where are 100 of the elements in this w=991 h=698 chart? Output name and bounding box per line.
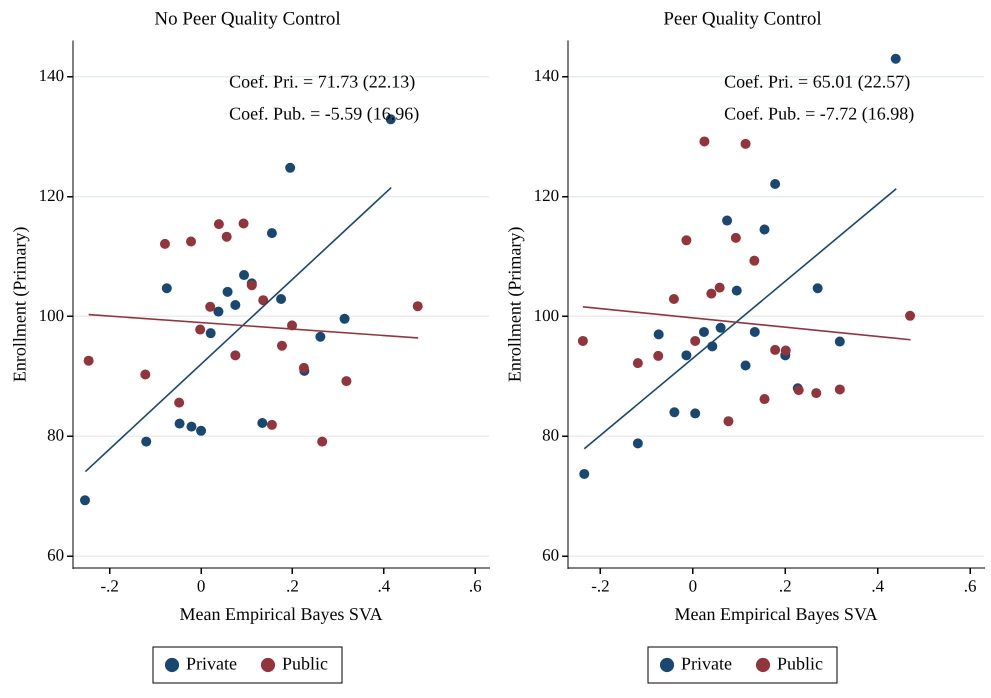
point bbox=[238, 218, 249, 229]
point bbox=[698, 326, 709, 337]
point bbox=[669, 407, 680, 418]
point bbox=[195, 324, 206, 335]
point bbox=[690, 336, 700, 346]
point bbox=[213, 306, 224, 317]
point bbox=[905, 310, 916, 321]
legend-label: Private bbox=[681, 654, 732, 674]
point bbox=[140, 369, 150, 380]
point bbox=[759, 224, 770, 235]
point bbox=[722, 216, 732, 226]
y-tick-label: 100 bbox=[534, 306, 560, 325]
point bbox=[706, 288, 716, 299]
annotation: Coef. Pub. = -5.59 (16.96) bbox=[229, 104, 420, 124]
x-tick-label: .6 bbox=[468, 576, 482, 596]
point bbox=[315, 332, 326, 342]
point bbox=[230, 350, 240, 360]
annotation: Coef. Pri. = 71.73 (22.13) bbox=[229, 72, 416, 92]
point bbox=[206, 328, 216, 338]
point bbox=[340, 314, 350, 324]
annotation: Coef. Pri. = 65.01 (22.57) bbox=[724, 72, 910, 92]
point bbox=[714, 282, 725, 293]
point bbox=[834, 336, 845, 347]
y-tick-label: 80 bbox=[542, 426, 560, 445]
point bbox=[186, 422, 196, 432]
point bbox=[222, 232, 232, 242]
y-tick-label: 60 bbox=[542, 545, 560, 564]
point bbox=[681, 350, 692, 360]
point bbox=[276, 340, 287, 351]
x-tick-label: .2 bbox=[286, 576, 299, 596]
y-tick-label: 80 bbox=[47, 426, 64, 445]
point bbox=[834, 384, 845, 394]
point bbox=[285, 162, 296, 173]
point bbox=[141, 436, 152, 447]
point bbox=[80, 495, 90, 506]
point bbox=[749, 256, 760, 266]
point bbox=[258, 295, 268, 306]
point bbox=[770, 344, 780, 355]
point bbox=[740, 360, 751, 371]
point bbox=[276, 294, 286, 304]
point bbox=[668, 294, 679, 304]
x-tick-label: -.2 bbox=[100, 576, 119, 596]
point bbox=[723, 416, 734, 426]
x-axis-title: Mean Empirical Bayes SVA bbox=[674, 604, 878, 624]
point bbox=[811, 388, 822, 398]
legend-label: Private bbox=[186, 654, 238, 674]
x-tick-label: .4 bbox=[378, 576, 391, 596]
point bbox=[716, 322, 726, 333]
point bbox=[186, 236, 196, 246]
point bbox=[266, 228, 277, 238]
point bbox=[632, 358, 643, 368]
point bbox=[732, 286, 742, 296]
y-axis-title: Enrollment (Primary) bbox=[504, 226, 525, 382]
point bbox=[162, 283, 172, 294]
point bbox=[699, 136, 710, 146]
y-tick-label: 140 bbox=[534, 66, 560, 86]
point bbox=[174, 398, 184, 408]
y-tick-label: 140 bbox=[38, 66, 64, 86]
point bbox=[890, 54, 901, 64]
legend-label: Public bbox=[776, 654, 824, 674]
point bbox=[196, 426, 206, 436]
y-tick-label: 120 bbox=[534, 186, 560, 206]
annotation: Coef. Pub. = -7.72 (16.98) bbox=[724, 104, 914, 124]
point bbox=[317, 436, 328, 447]
point bbox=[690, 408, 700, 418]
point bbox=[750, 326, 760, 337]
y-tick-label: 100 bbox=[38, 306, 64, 325]
x-tick-label: .2 bbox=[778, 576, 792, 596]
point bbox=[84, 356, 94, 366]
point bbox=[770, 178, 780, 189]
legend-label: Public bbox=[282, 654, 328, 674]
point bbox=[230, 300, 240, 310]
point bbox=[653, 350, 664, 361]
point bbox=[222, 286, 233, 297]
point bbox=[214, 219, 224, 230]
point bbox=[681, 235, 692, 246]
point bbox=[654, 329, 664, 340]
x-tick-label: 0 bbox=[688, 576, 698, 596]
point bbox=[298, 362, 309, 373]
point bbox=[266, 420, 277, 430]
point bbox=[205, 302, 216, 312]
chart-title: No Peer Quality Control bbox=[154, 8, 341, 30]
point bbox=[578, 336, 588, 346]
x-tick-label: -.2 bbox=[591, 576, 610, 596]
point bbox=[740, 138, 751, 149]
point bbox=[341, 376, 352, 386]
point bbox=[759, 394, 770, 404]
y-axis-title: Enrollment (Primary) bbox=[10, 226, 30, 382]
point bbox=[812, 283, 823, 294]
point bbox=[730, 232, 741, 243]
point bbox=[412, 301, 423, 312]
chart-title: Peer Quality Control bbox=[663, 8, 822, 30]
point bbox=[160, 238, 170, 249]
point bbox=[780, 346, 791, 356]
point bbox=[257, 418, 268, 428]
y-tick-label: 120 bbox=[38, 186, 64, 206]
point bbox=[632, 438, 643, 448]
x-tick-label: .6 bbox=[964, 576, 977, 596]
point bbox=[239, 270, 250, 280]
point bbox=[579, 468, 590, 479]
